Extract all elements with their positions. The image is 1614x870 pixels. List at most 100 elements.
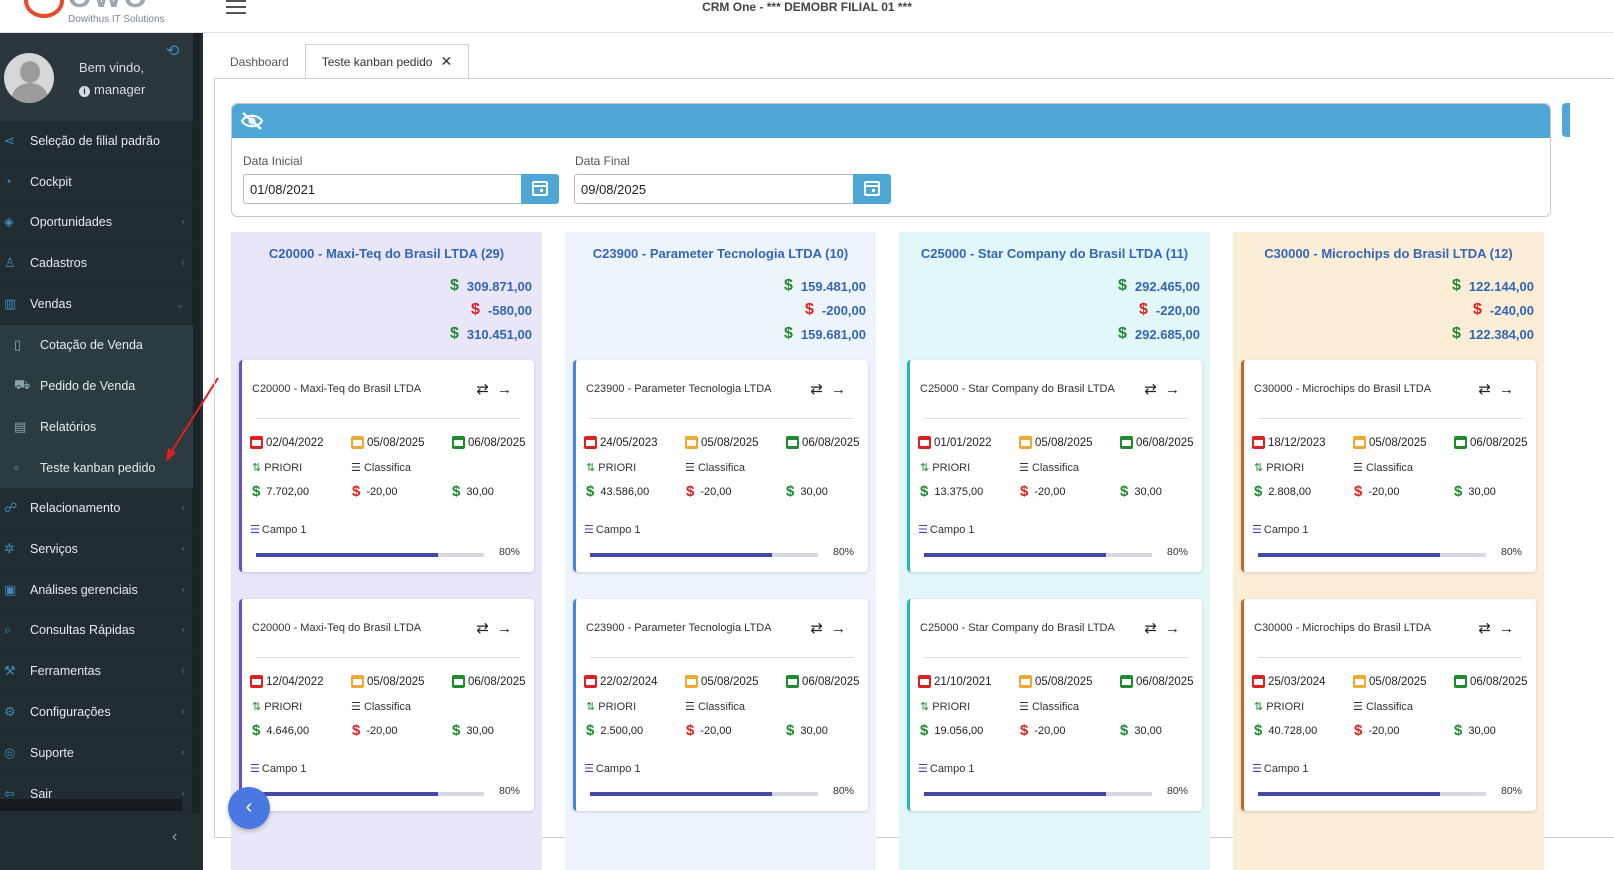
transfer-icon[interactable]: ⇄ bbox=[476, 381, 497, 398]
column-title: C25000 - Star Company do Brasil LTDA (11… bbox=[920, 246, 1189, 261]
eye-off-icon[interactable] bbox=[240, 111, 264, 131]
sidebar-item-vendas[interactable]: ▥ Vendas ⌄ bbox=[0, 284, 193, 325]
arrow-right-icon[interactable]: → bbox=[831, 620, 854, 637]
kanban-card[interactable]: C30000 - Microchips do Brasil LTDA ⇄→ 25/0… bbox=[1241, 599, 1536, 811]
chevron-down-icon: ⌄ bbox=[175, 298, 185, 311]
kanban-card[interactable]: C25000 - Star Company do Brasil LTDA ⇄→ 21… bbox=[907, 599, 1202, 811]
arrow-right-icon[interactable]: → bbox=[831, 381, 854, 398]
arrow-right-icon[interactable]: → bbox=[1165, 381, 1188, 398]
kanban-card[interactable]: C25000 - Star Company do Brasil LTDA ⇄→ 01… bbox=[907, 360, 1202, 572]
end-date-input[interactable]: 09/08/2025 bbox=[574, 174, 856, 204]
transfer-icon[interactable]: ⇄ bbox=[476, 620, 497, 637]
kanban-card[interactable]: C20000 - Maxi-Teq do Brasil LTDA ⇄→ 02/04/… bbox=[239, 360, 534, 572]
sidebar-item-an-lises-gerenciais[interactable]: ▣ Análises gerenciais ‹ bbox=[0, 570, 193, 611]
side-panel-tab[interactable] bbox=[1562, 103, 1570, 137]
sidebar-item-servi-os[interactable]: ✲ Serviços ‹ bbox=[0, 529, 193, 570]
chevron-left-icon: ‹ bbox=[181, 787, 185, 800]
lines-icon: ☰ bbox=[584, 763, 594, 775]
column-total: $ -200,00 bbox=[805, 301, 866, 318]
sidebar-item-cockpit[interactable]: ◔ Cockpit bbox=[0, 162, 193, 203]
sidebar-item-consultas-r-pidas[interactable]: ⌕ Consultas Rápidas ‹ bbox=[0, 611, 193, 652]
progress-percent: 80% bbox=[832, 546, 854, 558]
sidebar-item-cota-o-de-venda[interactable]: ▯ Cotação de Venda bbox=[0, 325, 193, 366]
dollar-icon: $ bbox=[1254, 722, 1263, 739]
arrow-right-icon[interactable]: → bbox=[1165, 620, 1188, 637]
filter-icon: ☰ bbox=[351, 701, 361, 713]
menu-toggle-icon[interactable] bbox=[226, 0, 246, 16]
arrow-right-icon[interactable]: → bbox=[497, 381, 520, 398]
progress-percent: 80% bbox=[498, 546, 520, 558]
dollar-icon: $ bbox=[352, 483, 361, 500]
arrow-right-icon[interactable]: → bbox=[1499, 620, 1522, 637]
dollar-icon: $ bbox=[252, 722, 261, 739]
custom-field: ☰ Campo 1 bbox=[918, 524, 975, 536]
sidebar-item-cadastros[interactable]: ♙ Cadastros ‹ bbox=[0, 243, 193, 285]
created-date: 22/02/2024 bbox=[584, 675, 658, 688]
user-panel: Bem vindo, i manager ⟲ bbox=[0, 33, 193, 121]
start-date-input[interactable]: 01/08/2021 bbox=[243, 174, 523, 204]
sidebar-item-pedido-de-venda[interactable]: ⛟ Pedido de Venda bbox=[0, 366, 193, 407]
created-date: 18/12/2023 bbox=[1252, 436, 1326, 449]
calendar-icon bbox=[532, 181, 548, 196]
sort-icon: ⇅ bbox=[586, 701, 596, 713]
dollar-icon: $ bbox=[1452, 277, 1461, 294]
priority: ⇅ PRIORI bbox=[1254, 462, 1305, 474]
kanban-card[interactable]: C30000 - Microchips do Brasil LTDA ⇄→ 18/1… bbox=[1241, 360, 1536, 572]
kanban-card[interactable]: C20000 - Maxi-Teq do Brasil LTDA ⇄→ 12/04/… bbox=[239, 599, 534, 811]
filter-icon: ☰ bbox=[685, 701, 695, 713]
transfer-icon[interactable]: ⇄ bbox=[1478, 620, 1499, 637]
collapse-sidebar-icon[interactable]: ‹ bbox=[172, 828, 178, 845]
close-icon[interactable]: ✕ bbox=[440, 53, 453, 69]
sidebar-item-teste-kanban-pedido[interactable]: ▫ Teste kanban pedido bbox=[0, 447, 193, 488]
priority: ⇅ PRIORI bbox=[252, 462, 303, 474]
sidebar-item-sair[interactable]: ⇦ Sair ‹ bbox=[0, 774, 193, 815]
transfer-icon[interactable]: ⇄ bbox=[1144, 620, 1165, 637]
transfer-icon[interactable]: ⇄ bbox=[1144, 381, 1165, 398]
dollar-icon: $ bbox=[920, 483, 929, 500]
back-button[interactable]: ‹ bbox=[228, 787, 270, 829]
issue-date: 05/08/2025 bbox=[351, 675, 425, 688]
start-date-calendar-button[interactable] bbox=[521, 174, 559, 204]
lines-icon: ☰ bbox=[1252, 524, 1262, 536]
start-date-label: Data Inicial bbox=[243, 154, 303, 168]
kanban-column: C25000 - Star Company do Brasil LTDA (11… bbox=[899, 232, 1210, 870]
dollar-icon: $ bbox=[252, 483, 261, 500]
sidebar-item-oportunidades[interactable]: ◈ Oportunidades ‹ bbox=[0, 203, 193, 244]
freight-value: $30,00 bbox=[452, 483, 494, 500]
lines-icon: ☰ bbox=[918, 524, 928, 536]
total-value: $40.728,00 bbox=[1254, 722, 1318, 739]
discount-value: $ -20,00 bbox=[1354, 483, 1400, 500]
classification: ☰ Classifica bbox=[685, 701, 746, 713]
custom-field: ☰ Campo 1 bbox=[918, 763, 975, 775]
transfer-icon[interactable]: ⇄ bbox=[810, 381, 831, 398]
arrow-right-icon[interactable]: → bbox=[497, 620, 520, 637]
tab-teste-kanban-pedido[interactable]: Teste kanban pedido ✕ bbox=[304, 44, 470, 79]
end-date-calendar-button[interactable] bbox=[853, 174, 891, 204]
calendar-icon bbox=[452, 436, 465, 449]
created-date: 01/01/2022 bbox=[918, 436, 992, 449]
sidebar-item-configura-es[interactable]: ⚙ Configurações ‹ bbox=[0, 692, 193, 733]
kanban-card[interactable]: C23900 - Parameter Tecnologia LTDA ⇄→ 24/0… bbox=[573, 360, 868, 572]
sidebar-item-sele-o-de-filial-padr-o[interactable]: ⋖ Seleção de filial padrão bbox=[0, 121, 193, 162]
calendar-icon bbox=[786, 675, 799, 688]
transfer-icon[interactable]: ⇄ bbox=[1478, 381, 1499, 398]
sidebar-item-ferramentas[interactable]: ⚒ Ferramentas ‹ bbox=[0, 651, 193, 693]
chevron-left-icon: ‹ bbox=[181, 665, 185, 678]
sidebar-scrollbar[interactable] bbox=[192, 33, 200, 813]
issue-date: 05/08/2025 bbox=[1353, 675, 1427, 688]
total-value: $19.056,00 bbox=[920, 722, 984, 739]
tab-dashboard[interactable]: Dashboard bbox=[230, 54, 289, 69]
sidebar-item-relat-rios[interactable]: ▤ Relatórios bbox=[0, 407, 193, 448]
dollar-icon: $ bbox=[586, 483, 595, 500]
kanban-card[interactable]: C23900 - Parameter Tecnologia LTDA ⇄→ 22/0… bbox=[573, 599, 868, 811]
arrow-right-icon[interactable]: → bbox=[1499, 381, 1522, 398]
total-value: $7.702,00 bbox=[252, 483, 310, 500]
support-icon: ◎ bbox=[4, 744, 16, 760]
transfer-icon[interactable]: ⇄ bbox=[810, 620, 831, 637]
sidebar-item-relacionamento[interactable]: ☍ Relacionamento ‹ bbox=[0, 488, 193, 529]
gauge-icon: ◔ bbox=[4, 174, 12, 190]
refresh-icon[interactable]: ⟲ bbox=[166, 43, 180, 60]
calendar-icon bbox=[1252, 675, 1265, 688]
progress-bar bbox=[924, 792, 1152, 796]
sidebar-item-suporte[interactable]: ◎ Suporte ‹ bbox=[0, 733, 193, 774]
